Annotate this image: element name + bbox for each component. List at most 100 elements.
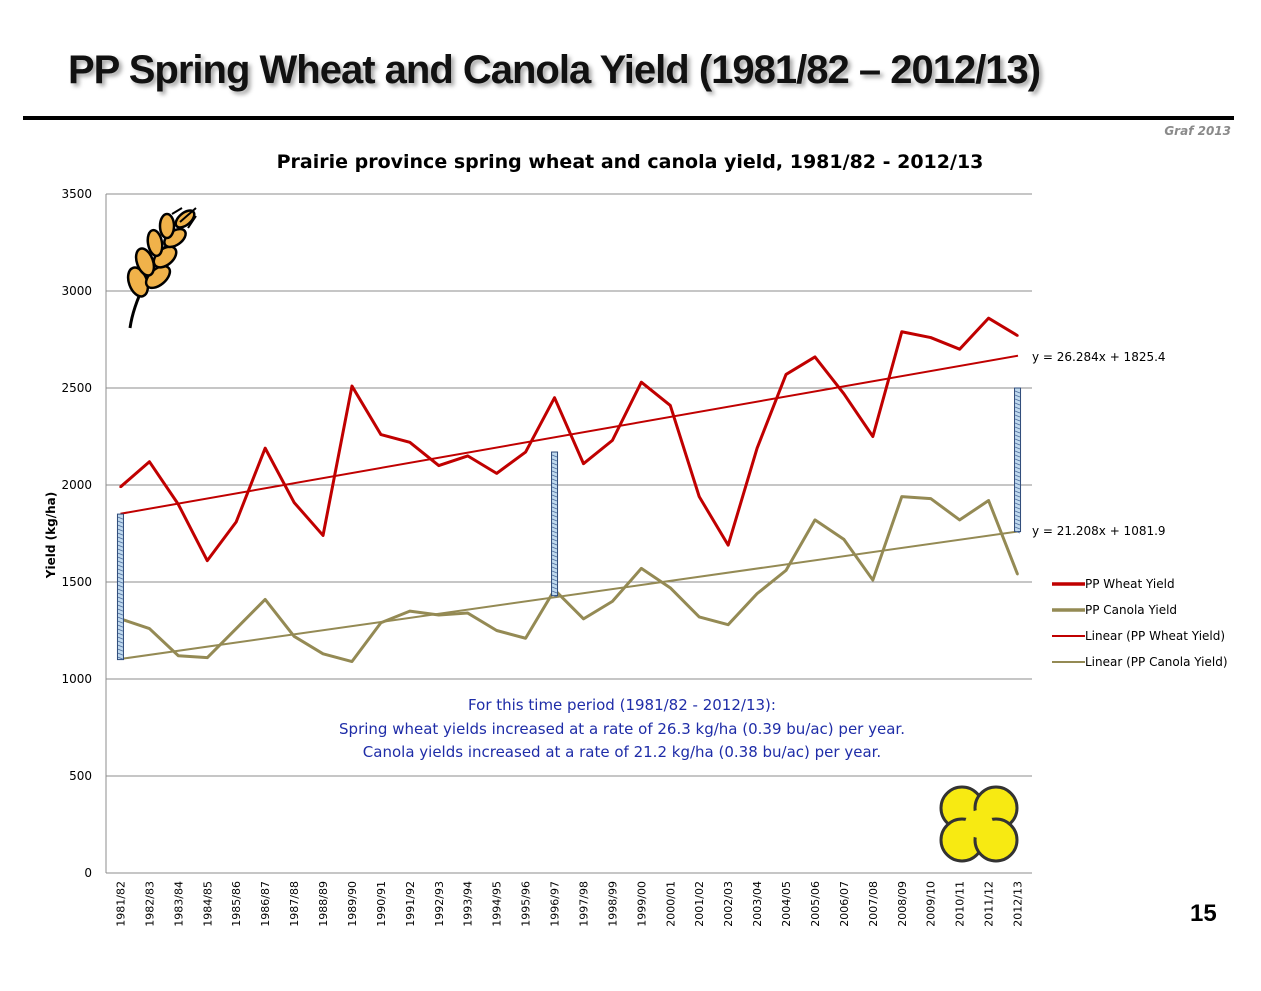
data-point xyxy=(842,392,846,396)
gap-bar-hatch xyxy=(1014,474,1021,478)
gap-bar-hatch xyxy=(551,566,558,570)
gap-bar-hatch xyxy=(1014,398,1021,402)
data-point xyxy=(582,462,585,465)
gap-bar-hatch xyxy=(117,588,124,592)
y-tick-label: 2500 xyxy=(61,381,92,395)
gap-bar-hatch xyxy=(1014,486,1021,490)
gap-bar-hatch xyxy=(117,548,124,552)
x-tick-label: 2006/07 xyxy=(838,881,851,927)
gap-bar-hatch xyxy=(551,510,558,514)
data-point xyxy=(466,611,469,615)
data-point xyxy=(466,454,469,458)
title-divider xyxy=(23,116,1234,120)
gap-bar-hatch xyxy=(117,560,124,564)
gap-bar-hatch xyxy=(1014,530,1021,534)
x-tick-label: 1983/84 xyxy=(172,881,185,927)
slide-title: PP Spring Wheat and Canola Yield (1981/8… xyxy=(68,48,1041,92)
x-tick-label: 1993/94 xyxy=(462,881,475,927)
legend-label: Linear (PP Canola Yield) xyxy=(1085,655,1228,669)
gap-bar-hatch xyxy=(551,534,558,538)
data-point xyxy=(379,433,383,436)
gap-bar-hatch xyxy=(1014,446,1021,450)
data-point xyxy=(235,520,238,524)
gap-bar-hatch xyxy=(117,568,124,572)
gap-bar-hatch xyxy=(1014,458,1021,462)
data-point xyxy=(813,355,817,359)
x-axis-ticks: 1981/82 1982/83 1983/84 1984/85 1985/86 1986/… xyxy=(114,881,1024,927)
data-point xyxy=(871,435,875,438)
y-tick-label: 2000 xyxy=(61,478,92,492)
data-point xyxy=(987,499,990,502)
x-tick-label: 1988/89 xyxy=(317,881,330,927)
data-point xyxy=(524,450,527,454)
wheat-trend-equation: y = 26.284x + 1825.4 xyxy=(1032,350,1166,364)
gap-bar-hatch xyxy=(551,530,558,534)
y-axis-label: Yield (kg/ha) xyxy=(44,492,58,579)
x-tick-label: 2001/02 xyxy=(693,881,706,927)
data-point xyxy=(726,623,730,626)
data-point xyxy=(698,615,701,619)
gap-bar-hatch xyxy=(117,564,124,568)
data-point xyxy=(437,613,440,617)
x-tick-label: 1989/90 xyxy=(346,881,359,927)
gap-bar-hatch xyxy=(117,644,124,648)
y-axis-ticks: 0 500 1000 1500 2000 2500 3000 3500 xyxy=(61,187,92,880)
gap-bar-hatch xyxy=(117,608,124,612)
gap-bar-hatch xyxy=(117,648,124,652)
gap-bar-hatch xyxy=(1014,402,1021,406)
gap-bar-hatch xyxy=(551,486,558,490)
x-tick-label: 2000/01 xyxy=(664,881,677,927)
gap-bar-hatch xyxy=(1014,494,1021,498)
gap-bar-hatch xyxy=(551,482,558,486)
gap-bar-hatch xyxy=(117,656,124,660)
data-point xyxy=(263,446,267,450)
summary-annotation: For this time period (1981/82 - 2012/13)… xyxy=(339,696,905,761)
x-tick-label: 2007/08 xyxy=(867,881,880,927)
x-tick-label: 2002/03 xyxy=(722,881,735,927)
data-point xyxy=(958,518,961,522)
gap-bar-hatch xyxy=(1014,438,1021,442)
data-point xyxy=(871,578,875,582)
gap-bar-hatch xyxy=(1014,498,1021,502)
gap-bar-hatch xyxy=(551,506,558,510)
gap-bar-hatch xyxy=(551,558,558,562)
data-point xyxy=(148,627,151,630)
data-point xyxy=(292,635,296,638)
data-point xyxy=(119,485,122,489)
data-point xyxy=(148,460,151,463)
gap-bar-hatch xyxy=(117,584,124,588)
y-tick-label: 3000 xyxy=(61,284,92,298)
gap-bar-hatch xyxy=(551,550,558,554)
data-point xyxy=(350,660,354,663)
gap-bar-hatch xyxy=(117,600,124,604)
x-tick-label: 2003/04 xyxy=(751,881,764,927)
chart-title: Prairie province spring wheat and canola… xyxy=(277,151,984,173)
gap-bar-hatch xyxy=(1014,518,1021,522)
data-point xyxy=(350,384,354,388)
data-point xyxy=(379,621,383,624)
data-point xyxy=(1016,334,1019,337)
x-tick-label: 1984/85 xyxy=(201,881,214,927)
data-point xyxy=(900,495,903,498)
gap-bar-hatch xyxy=(1014,478,1021,482)
credit-label: Graf 2013 xyxy=(1164,124,1231,138)
summary-line-2: Spring wheat yields increased at a rate … xyxy=(339,720,905,738)
gap-bar-hatch xyxy=(1014,462,1021,466)
data-point xyxy=(206,559,209,562)
data-point xyxy=(437,464,440,467)
data-point xyxy=(611,600,614,603)
gap-bar-hatch xyxy=(117,636,124,640)
gap-bar-hatch xyxy=(551,474,558,478)
x-tick-label: 1999/00 xyxy=(635,881,648,927)
x-tick-label: 2012/13 xyxy=(1012,881,1025,927)
y-tick-label: 1500 xyxy=(61,575,92,589)
gap-bar-hatch xyxy=(117,604,124,608)
gap-bar-hatch xyxy=(551,522,558,526)
gap-bar-hatch xyxy=(551,546,558,550)
data-point xyxy=(784,373,788,376)
gap-bar-hatch xyxy=(551,594,558,598)
data-point xyxy=(929,497,932,500)
gap-bar-hatch xyxy=(1014,526,1021,530)
gap-bar-hatch xyxy=(1014,454,1021,458)
